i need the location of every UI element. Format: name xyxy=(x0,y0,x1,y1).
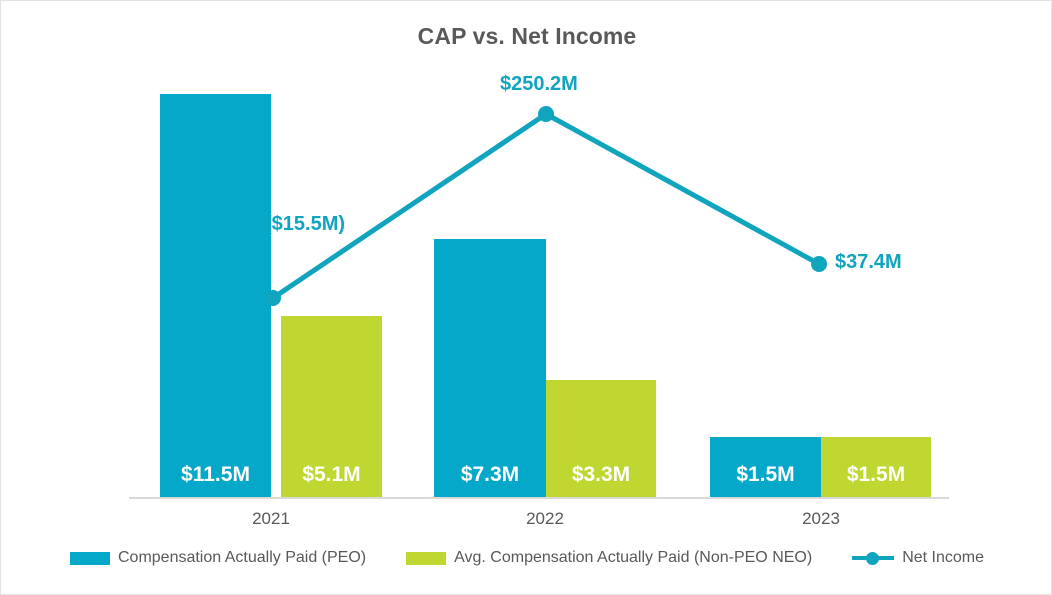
net-income-label-2021: ($15.5M) xyxy=(265,213,346,235)
net-income-marker-2022[interactable] xyxy=(538,106,554,122)
legend-swatch-peo-icon xyxy=(69,551,110,565)
bar-label-2021-neo: $5.1M xyxy=(302,463,361,486)
legend-item-neo[interactable]: Avg. Compensation Actually Paid (Non-PEO… xyxy=(406,549,812,567)
legend-swatch-neo-icon xyxy=(406,551,447,565)
bar-2022-neo[interactable] xyxy=(546,380,656,497)
x-tick-2022: 2022 xyxy=(526,509,564,528)
legend-item-net-income[interactable]: Net Income xyxy=(852,549,984,567)
bar-label-2023-peo: $1.5M xyxy=(736,463,795,486)
net-income-label-2023: $37.4M xyxy=(835,251,902,273)
x-tick-2023: 2023 xyxy=(802,509,840,528)
bar-label-2021-peo: $11.5M xyxy=(181,463,250,486)
bar-2023-neo[interactable] xyxy=(821,437,931,497)
bar-label-2022-neo: $3.3M xyxy=(571,463,631,486)
legend-line-dot-icon xyxy=(852,551,895,565)
chart-title: CAP vs. Net Income xyxy=(417,23,637,49)
bar-label-2022-peo: $7.3M xyxy=(460,463,520,486)
bar-2021-peo[interactable] xyxy=(160,94,271,497)
bar-2023-peo[interactable] xyxy=(710,437,821,497)
x-axis-line xyxy=(129,497,949,499)
chart-legend: Compensation Actually Paid (PEO) Avg. Co… xyxy=(1,549,1051,567)
legend-item-peo[interactable]: Compensation Actually Paid (PEO) xyxy=(69,549,367,567)
net-income-label-2022: $250.2M xyxy=(500,73,578,95)
bar-label-2023-neo: $1.5M xyxy=(846,463,906,486)
net-income-marker-2023[interactable] xyxy=(811,256,827,272)
legend-label-net-income: Net Income xyxy=(902,549,985,566)
legend-label-peo: Compensation Actually Paid (PEO) xyxy=(117,549,367,566)
bar-2021-neo[interactable] xyxy=(281,316,382,497)
net-income-polyline xyxy=(270,111,822,301)
legend-label-neo: Avg. Compensation Actually Paid (Non-PEO… xyxy=(454,549,813,566)
bar-2022-peo[interactable] xyxy=(434,239,546,497)
x-tick-2021: 2021 xyxy=(252,509,290,528)
